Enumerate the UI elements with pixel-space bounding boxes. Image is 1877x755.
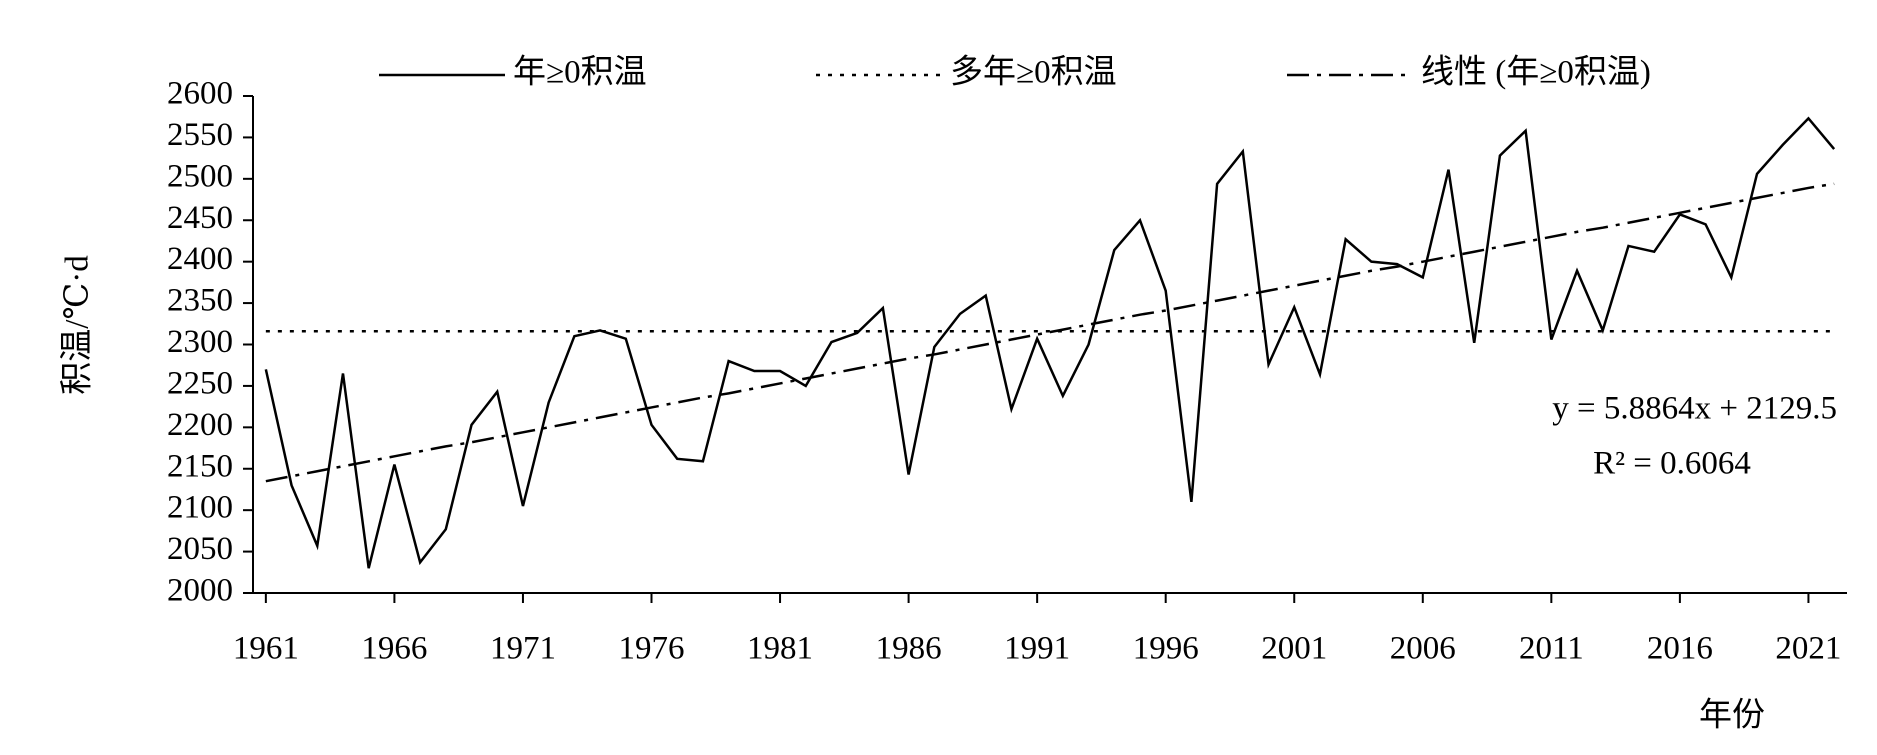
x-tick-label: 2011 — [1519, 631, 1584, 667]
y-tick-label: 2450 — [167, 200, 233, 236]
y-tick-label: 2500 — [167, 158, 233, 194]
y-tick-label: 2150 — [167, 448, 233, 484]
x-tick-label: 2016 — [1647, 631, 1713, 667]
x-tick-label: 1961 — [233, 631, 299, 667]
y-tick-label: 2400 — [167, 241, 233, 277]
x-tick-label: 2001 — [1261, 631, 1327, 667]
legend-label: 年≥0积温 — [513, 54, 647, 91]
y-tick-label: 2100 — [167, 490, 233, 526]
equation: y = 5.8864x + 2129.5 — [1552, 391, 1837, 427]
r-squared: R² = 0.6064 — [1593, 446, 1751, 482]
x-tick-label: 1996 — [1133, 631, 1199, 667]
y-tick-label: 2300 — [167, 324, 233, 360]
series-line — [265, 182, 1835, 483]
x-tick-label: 1981 — [747, 631, 813, 667]
y-tick-label: 2250 — [167, 365, 233, 401]
y-tick-label: 2600 — [167, 76, 233, 112]
y-tick-label: 2000 — [167, 573, 233, 609]
series-line — [264, 116, 1836, 569]
legend-label: 线性 (年≥0积温) — [1421, 54, 1651, 91]
x-tick-label: 2021 — [1775, 631, 1841, 667]
y-tick-label: 2350 — [167, 283, 233, 319]
x-tick-label: 1971 — [490, 631, 556, 667]
legend-label: 多年≥0积温 — [950, 54, 1117, 91]
x-tick-label: 1991 — [1004, 631, 1070, 667]
y-axis-label: 积温/℃·d — [60, 255, 96, 395]
x-tick-label: 1986 — [876, 631, 942, 667]
x-tick-label: 2006 — [1390, 631, 1456, 667]
x-tick-label: 1966 — [361, 631, 427, 667]
x-tick-label: 1976 — [619, 631, 685, 667]
x-axis-label: 年份 — [1699, 697, 1765, 734]
y-tick-label: 2050 — [167, 531, 233, 567]
y-tick-label: 2200 — [167, 407, 233, 443]
y-tick-label: 2550 — [167, 117, 233, 153]
